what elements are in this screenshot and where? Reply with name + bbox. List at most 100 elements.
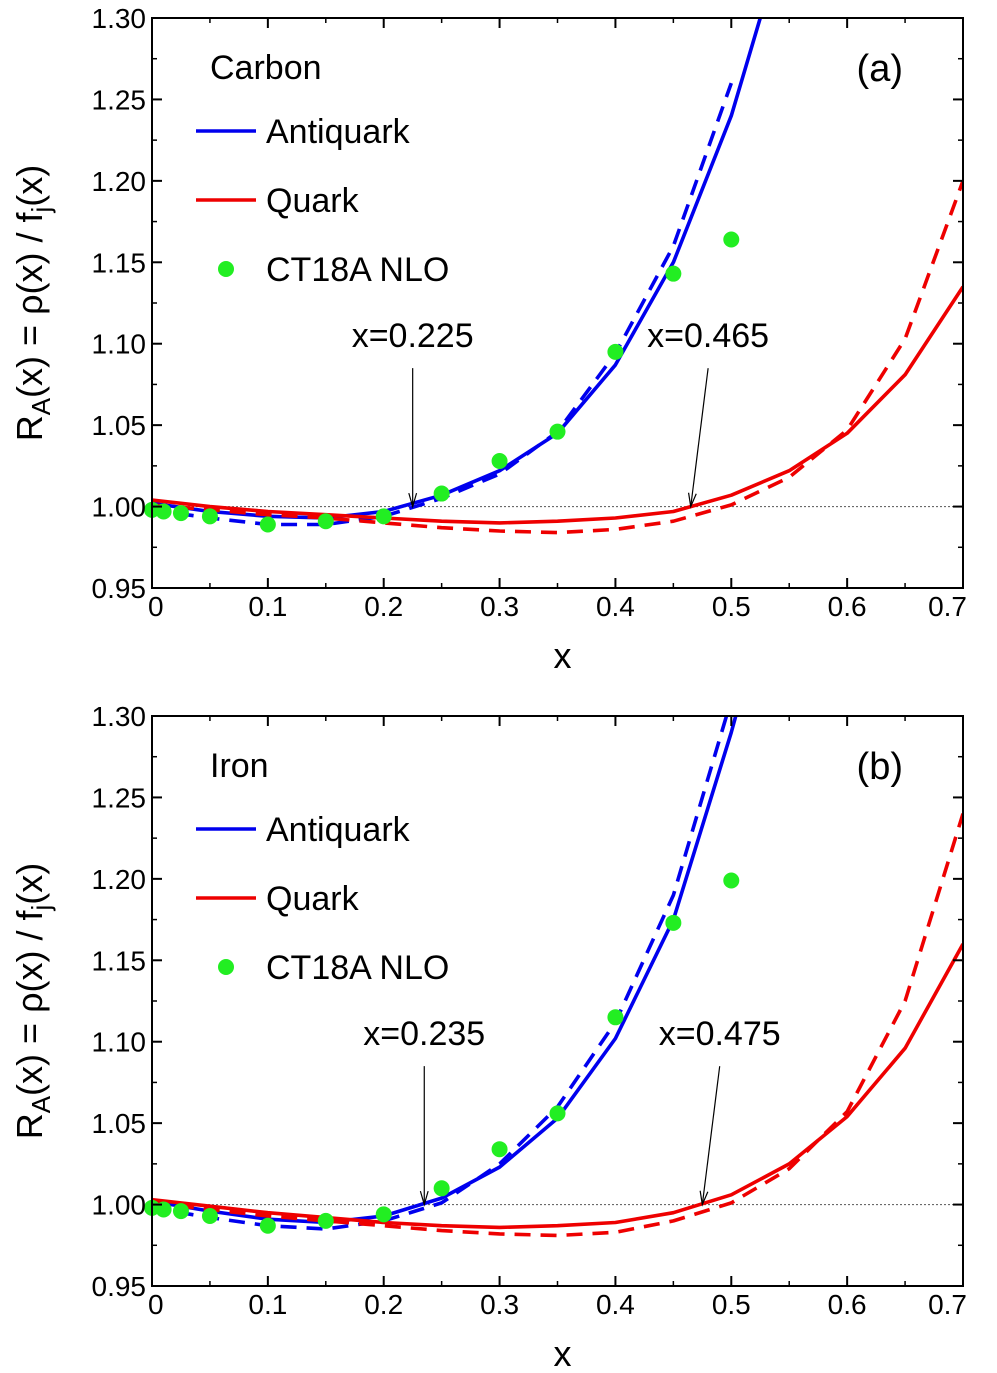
y-tick-label: 1.10 bbox=[92, 329, 147, 360]
panel-title: Iron bbox=[210, 747, 269, 785]
legend-label: CT18A NLO bbox=[266, 949, 449, 987]
y-tick-label: 0.95 bbox=[92, 573, 147, 604]
series-line-0 bbox=[152, 716, 738, 1225]
x-axis-label: x bbox=[554, 1333, 572, 1373]
legend: Antiquark Quark CT18A NLO bbox=[196, 811, 449, 987]
legend-label: Quark bbox=[266, 182, 360, 220]
legend-swatch-marker bbox=[218, 261, 234, 277]
y-axis-label: RA(x) = ρ(x) / fj(x) bbox=[9, 863, 56, 1140]
y-axis-label-subscript: A bbox=[26, 397, 56, 415]
annotation-label: x=0.465 bbox=[647, 317, 769, 355]
series-line-2 bbox=[152, 285, 963, 525]
data-point bbox=[723, 872, 740, 889]
y-tick-label: 1.05 bbox=[92, 410, 147, 441]
data-point bbox=[723, 231, 740, 248]
y-axis-label-part: (x) = ρ(x) / f bbox=[9, 211, 50, 397]
panel-tag: (b) bbox=[857, 746, 903, 788]
panel-b: 0 0.1 0.2 0.3 0.4 0.5 0.6 0.7 0.95 1.00 1.05 1.10 1.… bbox=[9, 701, 967, 1373]
annotation-label: x=0.225 bbox=[352, 317, 474, 355]
data-point bbox=[317, 513, 334, 530]
series-line-3 bbox=[152, 813, 963, 1238]
x-tick-label: 0 bbox=[148, 591, 164, 622]
x-tick-label: 0.3 bbox=[480, 591, 519, 622]
y-tick-label: 1.30 bbox=[92, 3, 147, 34]
y-tick-label: 1.15 bbox=[92, 945, 147, 976]
annotation-arrowhead bbox=[419, 1190, 429, 1207]
y-tick-label: 1.30 bbox=[92, 701, 147, 732]
data-point bbox=[172, 505, 189, 522]
plot-frame bbox=[151, 715, 964, 1287]
legend-label: Antiquark bbox=[266, 811, 411, 849]
x-tick-label: 0.6 bbox=[828, 591, 867, 622]
x-axis-label: x bbox=[554, 635, 572, 676]
x-tick-label: 0.1 bbox=[248, 591, 287, 622]
data-point bbox=[665, 914, 682, 931]
y-tick-label: 1.05 bbox=[92, 1108, 147, 1139]
annotation-arrow bbox=[701, 1066, 721, 1205]
y-tick-label: 1.00 bbox=[92, 1190, 147, 1221]
data-point bbox=[607, 1009, 624, 1026]
data-point bbox=[375, 508, 392, 525]
y-tick-label: 1.20 bbox=[92, 166, 147, 197]
data-point bbox=[433, 1180, 450, 1197]
x-tick-label: 0.2 bbox=[364, 591, 403, 622]
data-point bbox=[375, 1206, 392, 1223]
x-tick-label: 0.7 bbox=[928, 591, 967, 622]
annotation-arrowhead bbox=[408, 492, 418, 509]
data-point bbox=[549, 1105, 566, 1122]
legend-label: Quark bbox=[266, 880, 360, 918]
annotation-arrowhead bbox=[687, 492, 697, 509]
x-tick-label: 0.4 bbox=[596, 1289, 635, 1320]
y-tick-label: 1.10 bbox=[92, 1027, 147, 1058]
x-tick-label: 0.5 bbox=[712, 591, 751, 622]
y-tick-label: 1.25 bbox=[92, 84, 147, 115]
x-tick-label: 0.5 bbox=[712, 1289, 751, 1320]
series-line-3 bbox=[152, 180, 963, 535]
x-tick-label: 0.2 bbox=[364, 1289, 403, 1320]
annotation-arrow bbox=[690, 368, 709, 507]
data-point bbox=[491, 452, 508, 469]
data-point bbox=[607, 343, 624, 360]
data-point bbox=[201, 508, 218, 525]
data-point bbox=[201, 1207, 218, 1224]
y-axis-label-part: (x) = ρ(x) / f bbox=[9, 909, 50, 1095]
annotation-arrowhead bbox=[699, 1190, 709, 1207]
data-point bbox=[172, 1203, 189, 1220]
panel-tag: (a) bbox=[857, 48, 903, 90]
annotation-label: x=0.235 bbox=[363, 1015, 485, 1053]
y-axis-label-subscript: A bbox=[26, 1095, 56, 1113]
data-point bbox=[259, 1217, 276, 1234]
data-point bbox=[665, 265, 682, 282]
series-line-1 bbox=[152, 716, 729, 1231]
series-group bbox=[152, 716, 963, 1238]
x-tick-label: 0.6 bbox=[828, 1289, 867, 1320]
legend: Antiquark Quark CT18A NLO bbox=[196, 113, 449, 289]
y-axis-label-part: R bbox=[9, 1113, 50, 1139]
plot-frame bbox=[151, 17, 964, 589]
y-tick-label: 1.15 bbox=[92, 247, 147, 278]
data-point bbox=[433, 485, 450, 502]
data-point bbox=[259, 516, 276, 533]
y-tick-label: 1.25 bbox=[92, 782, 147, 813]
series-line-1 bbox=[152, 82, 733, 527]
y-tick-label: 0.95 bbox=[92, 1271, 147, 1302]
annotation-label: x=0.475 bbox=[659, 1015, 781, 1053]
panel-title: Carbon bbox=[210, 49, 322, 87]
y-axis-label-part: R bbox=[9, 415, 50, 441]
y-axis-label-part: (x) bbox=[9, 165, 50, 207]
y-axis-label-subscript: j bbox=[26, 207, 56, 214]
data-point bbox=[491, 1141, 508, 1158]
x-tick-label: 0.4 bbox=[596, 591, 635, 622]
y-axis-label-subscript: j bbox=[26, 905, 56, 912]
data-point bbox=[317, 1212, 334, 1229]
x-tick-label: 0 bbox=[148, 1289, 164, 1320]
legend-label: CT18A NLO bbox=[266, 251, 449, 289]
ct18a-points bbox=[144, 872, 740, 1234]
x-tick-label: 0.1 bbox=[248, 1289, 287, 1320]
y-tick-label: 1.20 bbox=[92, 864, 147, 895]
legend-label: Antiquark bbox=[266, 113, 411, 151]
data-point bbox=[549, 423, 566, 440]
x-tick-label: 0.3 bbox=[480, 1289, 519, 1320]
y-axis-label: RA(x) = ρ(x) / fj(x) bbox=[9, 165, 56, 442]
